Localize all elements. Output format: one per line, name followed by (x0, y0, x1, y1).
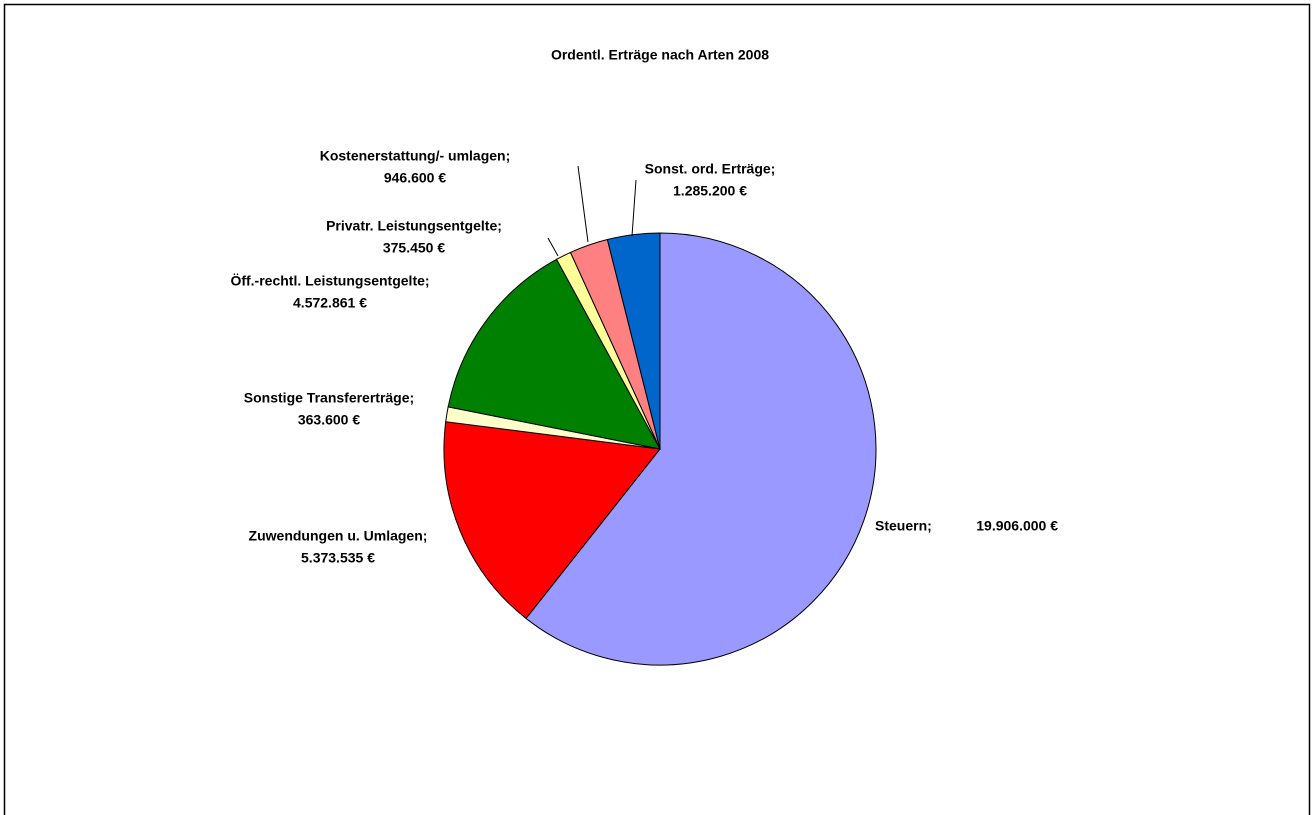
slice-label: Zuwendungen u. Umlagen; (249, 528, 428, 544)
slice-label: Kostenerstattung/- umlagen; (320, 148, 511, 164)
pie-slice (443, 421, 661, 620)
leader-line (547, 237, 559, 257)
value-label: 1.285.200 € (673, 183, 747, 199)
leader-line (631, 179, 637, 237)
value-label: 375.450 € (383, 240, 445, 256)
pie-slice (525, 232, 877, 666)
slice-label: Sonst. ord. Erträge; (645, 161, 776, 177)
value-label: 19.906.000 € (976, 518, 1058, 534)
slice-label: Privatr. Leistungsentgelte; (326, 218, 502, 234)
pie-slice (447, 258, 661, 450)
slice-label: Öff.-rechtl. Leistungsentgelte; (230, 273, 429, 289)
value-label: 4.572.861 € (293, 295, 367, 311)
leader-line (577, 165, 589, 243)
value-label: 5.373.535 € (301, 550, 375, 566)
value-label: 363.600 € (298, 412, 360, 428)
chart-title: Ordentl. Erträge nach Arten 2008 (551, 47, 769, 63)
pie-slice (606, 232, 661, 450)
slice-label: Steuern; (875, 518, 932, 534)
value-label: 946.600 € (384, 170, 446, 186)
slice-label: Sonstige Transfererträge; (244, 390, 414, 406)
